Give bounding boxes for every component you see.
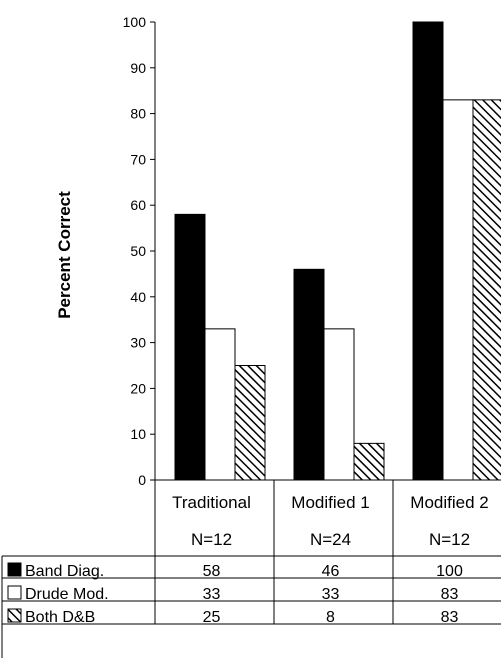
table-value: 46: [322, 563, 340, 580]
y-tick-label: 70: [130, 151, 146, 167]
bar-both-d-b-0: [234, 365, 266, 481]
bar-drude-mod--0: [204, 328, 236, 481]
y-axis-ticks: 0 10 20 30 40 50 60 70 80 90 100: [123, 14, 156, 488]
bar-band-diag--1: [293, 268, 325, 481]
bar-band-diag--0: [174, 213, 206, 481]
y-tick-label: 40: [130, 289, 146, 305]
sample-size-label: N=12: [429, 530, 470, 549]
y-tick-label: 0: [138, 472, 146, 488]
category-label: Modified 2: [410, 493, 488, 512]
data-table: Traditional N=12 Modified 1 N=24 Modified 2 N…: [7, 493, 489, 626]
y-tick-label: 30: [130, 335, 146, 351]
table-value: 83: [441, 586, 459, 603]
legend-swatch: [7, 608, 22, 623]
y-tick-label: 100: [123, 14, 147, 30]
bar-band-diag--2: [412, 21, 444, 481]
y-tick-label: 50: [130, 243, 146, 259]
legend-label: Band Diag.: [25, 563, 104, 580]
table-value: 33: [322, 586, 340, 603]
y-tick-label: 80: [130, 106, 146, 122]
category-label: Modified 1: [291, 493, 369, 512]
legend-label: Drude Mod.: [25, 586, 109, 603]
y-tick-label: 90: [130, 60, 146, 76]
table-value: 100: [436, 563, 463, 580]
bar-drude-mod--2: [442, 99, 474, 481]
bar-both-d-b-2: [472, 99, 501, 481]
legend-swatch: [7, 562, 22, 577]
sample-size-label: N=12: [191, 530, 232, 549]
legend-swatch: [7, 585, 22, 600]
y-axis-title: Percent Correct: [55, 191, 74, 319]
y-tick-label: 60: [130, 197, 146, 213]
y-tick-label: 10: [130, 426, 146, 442]
data-table-lines: [1, 479, 501, 658]
legend-label: Both D&B: [25, 609, 95, 626]
table-value: 25: [203, 609, 221, 626]
bar-drude-mod--1: [323, 328, 355, 481]
table-value: 58: [203, 563, 221, 580]
table-value: 83: [441, 609, 459, 626]
table-value: 33: [203, 586, 221, 603]
table-value: 8: [326, 609, 335, 626]
category-label: Traditional: [172, 493, 251, 512]
y-tick-label: 20: [130, 380, 146, 396]
sample-size-label: N=24: [310, 530, 351, 549]
bars: [174, 21, 501, 481]
bar-both-d-b-1: [353, 442, 385, 481]
